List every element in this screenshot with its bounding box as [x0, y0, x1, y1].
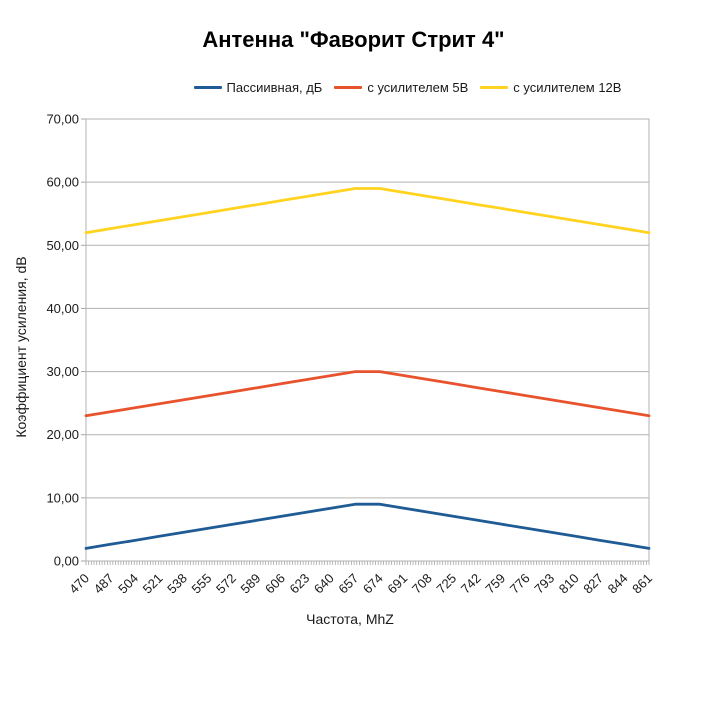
legend-item-label: Пассиивная, дБ: [226, 80, 323, 95]
x-axis-tick-label: 708: [409, 571, 435, 597]
x-axis-tick-label: 827: [580, 571, 606, 597]
x-axis-tick-label: 470: [66, 571, 92, 597]
x-axis-tick-label: 538: [164, 571, 190, 597]
x-axis-tick-label: 674: [360, 571, 386, 597]
x-axis-tick-label: 810: [556, 571, 582, 597]
legend-line-swatch: [480, 86, 509, 89]
x-axis-tick-label: 487: [91, 571, 117, 597]
y-axis-tick-label: 10,00: [46, 490, 79, 505]
series-line-2: [84, 187, 651, 235]
legend-item: с усилителем 5В: [334, 80, 468, 95]
x-axis-tick-label: 521: [140, 571, 166, 597]
x-axis-tick-label: 589: [238, 571, 264, 597]
x-axis-tick-label: 793: [531, 571, 557, 597]
x-axis-tick-label: 691: [384, 571, 410, 597]
legend-line-swatch: [334, 86, 363, 89]
y-axis-title: Коэффициент усиления, dB: [13, 256, 29, 438]
x-axis-tick-label: 504: [115, 571, 141, 597]
x-axis-tick-label: 555: [189, 571, 215, 597]
series-line-1: [84, 370, 651, 418]
x-axis-tick-label: 657: [335, 571, 361, 597]
x-axis-tick-label: 776: [507, 571, 533, 597]
legend-item: Пассиивная, дБ: [193, 80, 323, 95]
x-axis-tick-label: 640: [311, 571, 337, 597]
legend-item-label: с усилителем 5В: [367, 80, 469, 95]
y-axis-tick-label: 70,00: [46, 112, 79, 127]
legend: Пассиивная, дБ с усилителем 5В с усилителе…: [0, 80, 707, 95]
plot-border: [85, 118, 650, 562]
x-axis-tick-label: 606: [262, 571, 288, 597]
legend-line-swatch: [193, 86, 222, 89]
series-line-0: [84, 502, 651, 550]
x-axis-tick-label: 844: [605, 571, 631, 597]
legend-item-label: с усилителем 12В: [513, 80, 622, 95]
x-axis-title: Частота, MhZ: [306, 611, 394, 627]
chart-title: Антенна "Фаворит Стрит 4": [202, 27, 505, 52]
y-axis-tick-label: 50,00: [46, 238, 79, 253]
x-axis-tick-label: 742: [458, 571, 484, 597]
x-axis-tick-label: 572: [213, 571, 239, 597]
x-axis-tick-label: 725: [433, 571, 459, 597]
y-axis-tick-label: 60,00: [46, 175, 79, 190]
y-axis-tick-label: 20,00: [46, 427, 79, 442]
y-axis-tick-label: 30,00: [46, 364, 79, 379]
x-axis-tick-label: 861: [629, 571, 655, 597]
y-axis-tick-label: 40,00: [46, 301, 79, 316]
y-axis-tick-label: 0,00: [54, 554, 79, 569]
legend-item: с усилителем 12В: [480, 80, 621, 95]
x-axis-tick-label: 623: [286, 571, 312, 597]
x-axis-tick-label: 759: [482, 571, 508, 597]
